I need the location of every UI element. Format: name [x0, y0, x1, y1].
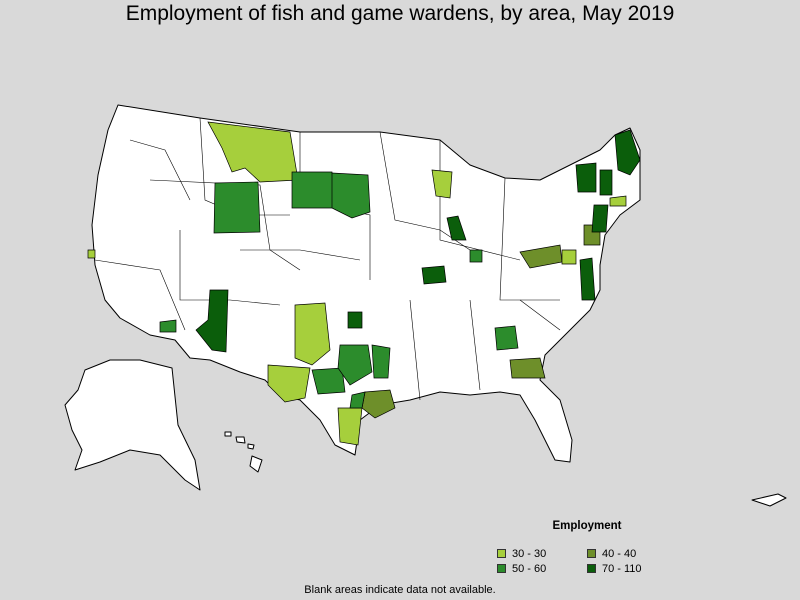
legend-swatch	[587, 549, 596, 558]
new-york-area	[575, 162, 597, 193]
hawaii-islands	[224, 431, 263, 473]
wyoming-area	[213, 181, 261, 234]
new-mexico-area	[195, 289, 229, 353]
map-title: Employment of fish and game wardens, by …	[125, 2, 675, 25]
south-texas-area	[337, 407, 363, 446]
wisconsin-area	[431, 169, 453, 199]
legend-item-40-40: 40 - 40	[587, 546, 677, 561]
legend-label: 70 - 110	[602, 562, 642, 575]
illinois-area	[446, 215, 467, 241]
legend-label: 50 - 60	[512, 562, 547, 575]
new-jersey-area	[591, 204, 609, 233]
georgia-area	[509, 357, 546, 379]
legend-item-50-60: 50 - 60	[497, 561, 587, 576]
legend-swatch	[497, 564, 506, 573]
legend-item-30-30: 30 - 30	[497, 546, 587, 561]
maryland-area	[579, 257, 596, 301]
virginia-area	[561, 249, 577, 265]
montana-area	[207, 121, 299, 183]
legend-swatch	[497, 549, 506, 558]
missouri-area	[421, 265, 447, 285]
west-texas-area	[267, 364, 311, 403]
legend-item-70-110: 70 - 110	[587, 561, 677, 576]
legend-swatch	[587, 564, 596, 573]
arizona-area	[159, 319, 177, 333]
indiana-area	[469, 249, 483, 263]
massachusetts-area	[609, 195, 627, 207]
puerto-rico	[751, 493, 787, 507]
map-legend: Employment 30 - 30 40 - 40 50 - 60 70 - …	[497, 520, 677, 576]
texas-panhandle-area	[294, 302, 331, 366]
legend-label: 30 - 30	[512, 547, 547, 560]
legend-label: 40 - 40	[602, 547, 637, 560]
central-texas-area	[349, 391, 366, 409]
south-dakota-area	[331, 172, 371, 219]
north-dakota-area	[291, 171, 336, 209]
tennessee-area	[494, 325, 519, 351]
texas-east-border-area	[371, 344, 391, 379]
california-bay-area	[87, 249, 96, 259]
oklahoma-area	[347, 311, 363, 329]
footnote: Blank areas indicate data not available.	[304, 584, 496, 596]
north-central-texas-area	[311, 367, 346, 395]
employment-areas	[87, 121, 641, 446]
maine-area	[614, 129, 641, 176]
vermont-nh-area	[599, 169, 613, 196]
legend-title: Employment	[552, 520, 622, 532]
alaska-outline	[64, 359, 201, 491]
east-texas-area	[337, 344, 373, 386]
